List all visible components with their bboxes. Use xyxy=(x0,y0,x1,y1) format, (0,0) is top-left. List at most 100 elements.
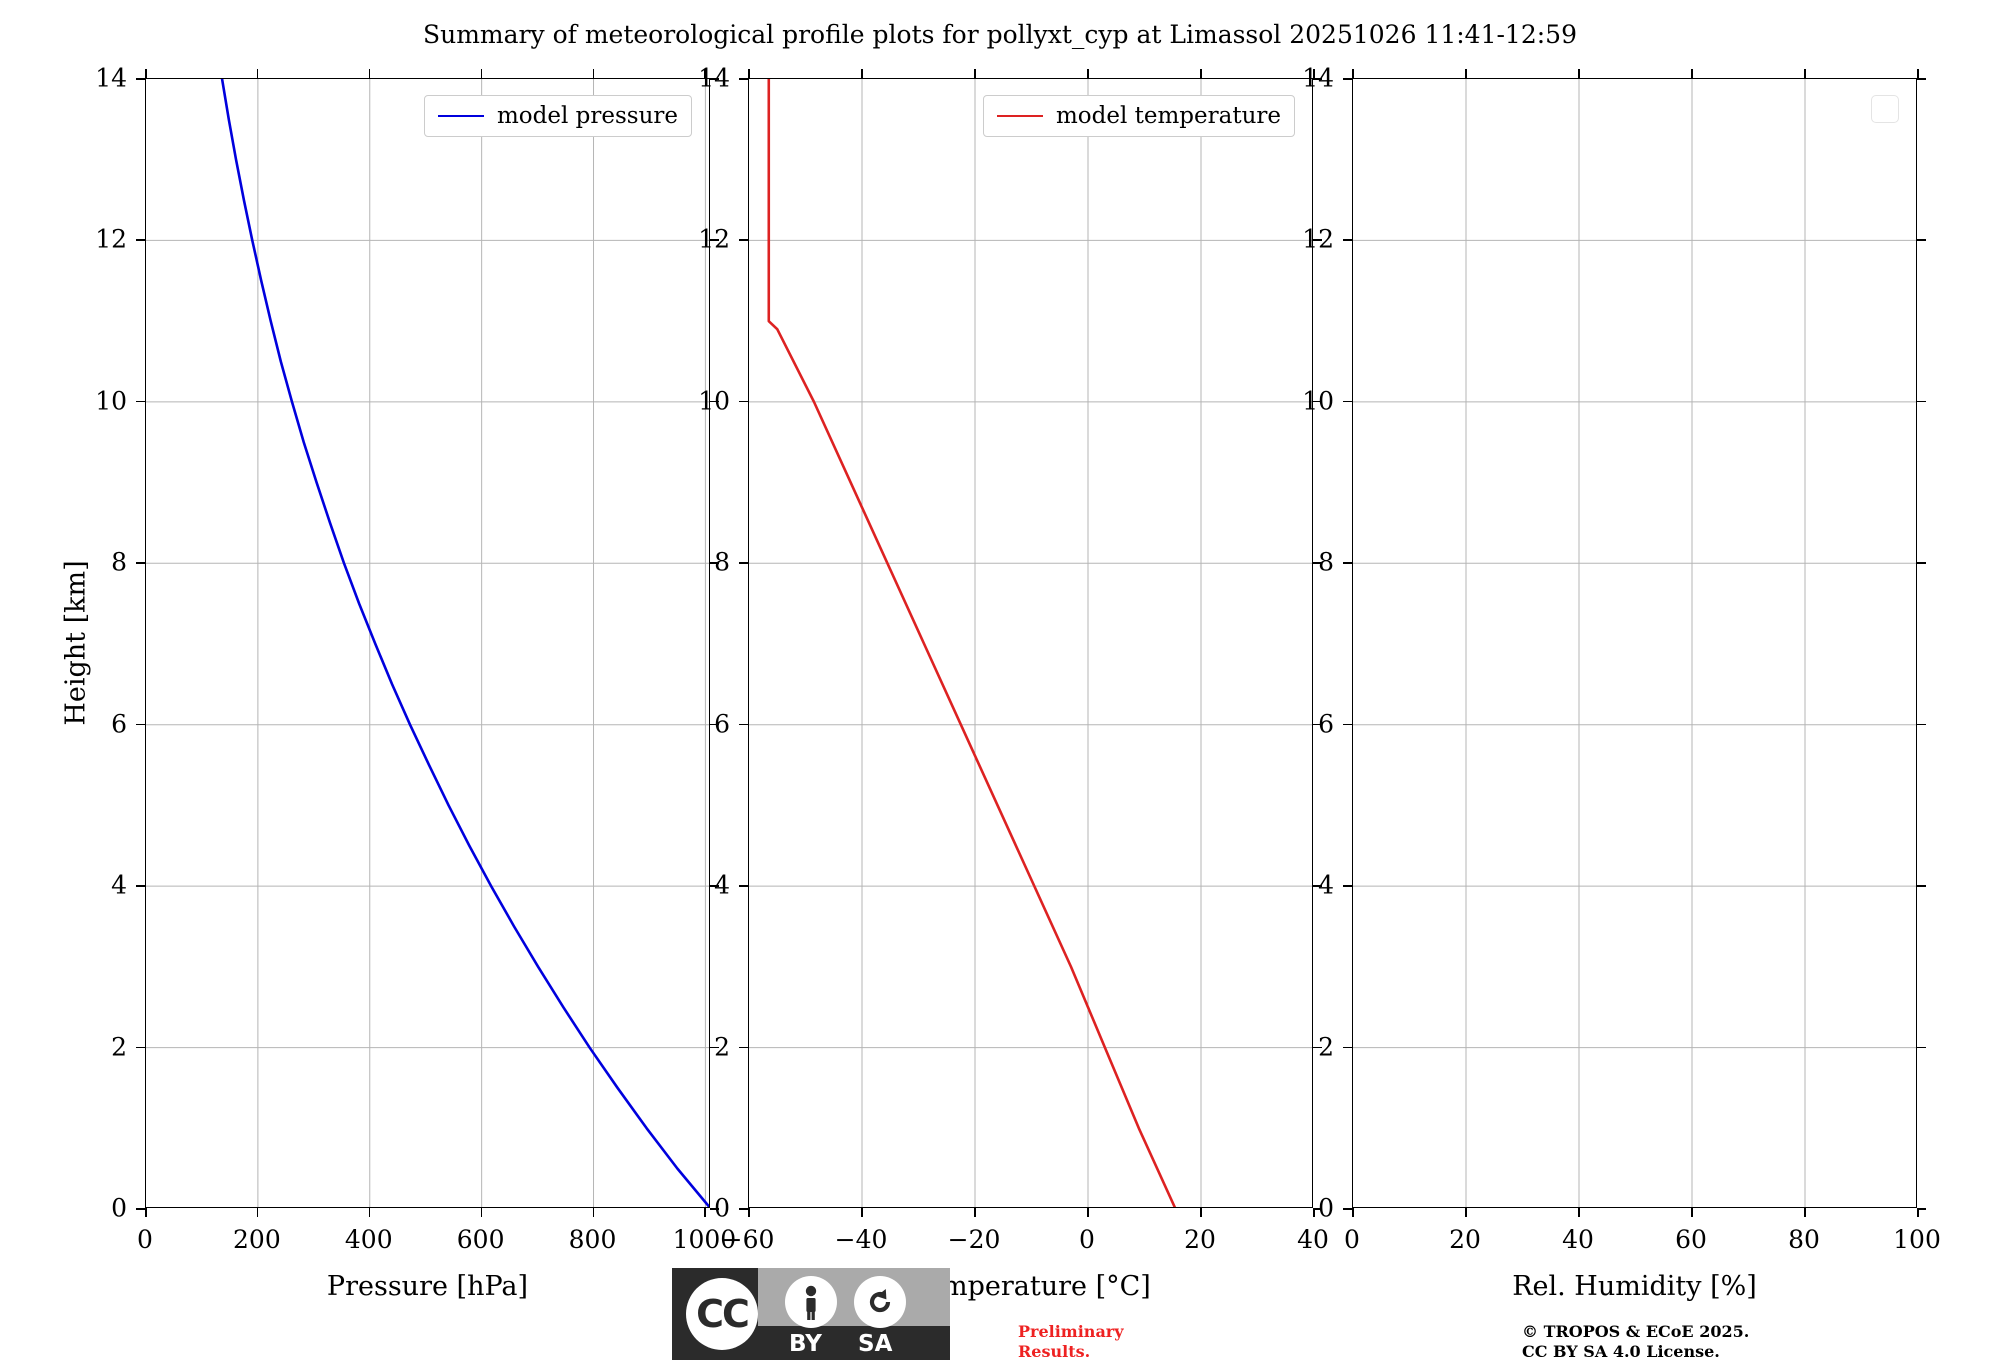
y-ticklabel-humidity-2: 4 xyxy=(1318,870,1334,900)
y-tick-humidity-6 xyxy=(1343,239,1352,242)
y-tick-pressure-6 xyxy=(136,239,145,242)
x-tick-pressure-0 xyxy=(145,1208,147,1217)
x-ticklabel-temperature-2: −20 xyxy=(947,1225,1001,1254)
y-ticklabel-temperature-1: 2 xyxy=(714,1032,730,1062)
legend-swatch-model-temperature xyxy=(996,115,1043,117)
y-tick-right-humidity-7 xyxy=(1917,78,1926,80)
y-ticklabel-temperature-2: 4 xyxy=(714,870,730,900)
y-ticklabel-pressure-4: 8 xyxy=(111,547,127,577)
x-tick-humidity-3 xyxy=(1691,1208,1693,1217)
axis-ticks-humidity: 0 20 40 60 80 100 0 2 4 6 8 10 12 14 xyxy=(1302,64,1941,1255)
chart-panel-pressure: 0 200 400 600 800 1000 0 2 4 6 8 10 12 14 model press… xyxy=(95,64,736,1303)
x-ticklabel-temperature-0: −60 xyxy=(721,1225,775,1254)
y-tick-pressure-2 xyxy=(136,885,145,887)
x-tick-temperature-3 xyxy=(1087,1208,1089,1217)
y-ticklabel-humidity-0: 0 xyxy=(1318,1193,1334,1223)
y-tick-humidity-2 xyxy=(1343,885,1352,887)
y-ticklabel-humidity-7: 14 xyxy=(1302,63,1334,93)
x-tick-top-humidity-1 xyxy=(1465,69,1467,78)
y-tick-right-humidity-1 xyxy=(1917,1046,1926,1049)
x-ticklabel-humidity-0: 0 xyxy=(1344,1225,1360,1254)
y-ticklabel-temperature-7: 14 xyxy=(698,63,730,93)
cc-sa-label: SA xyxy=(858,1331,893,1357)
x-tick-temperature-5 xyxy=(1313,1208,1315,1217)
legend-humidity-empty[interactable] xyxy=(1871,95,1899,123)
data-curve-model-temperature xyxy=(767,79,1177,1207)
y-tick-right-humidity-5 xyxy=(1917,400,1926,403)
y-tick-pressure-5 xyxy=(136,400,145,403)
x-ticklabel-humidity-4: 80 xyxy=(1788,1225,1820,1254)
x-tick-top-pressure-3 xyxy=(480,69,483,78)
y-tick-humidity-5 xyxy=(1343,400,1352,403)
y-tick-right-temperature-3 xyxy=(1313,723,1322,726)
y-ticklabel-humidity-1: 2 xyxy=(1318,1032,1334,1062)
y-ticklabel-temperature-6: 12 xyxy=(698,224,730,254)
y-tick-right-temperature-5 xyxy=(1313,400,1322,403)
x-tick-top-temperature-5 xyxy=(1313,69,1315,78)
x-tick-pressure-5 xyxy=(704,1208,706,1217)
x-tick-temperature-1 xyxy=(861,1208,863,1217)
x-ticklabel-pressure-1: 200 xyxy=(233,1225,281,1254)
y-ticklabel-temperature-3: 6 xyxy=(714,709,730,739)
y-tick-right-temperature-0 xyxy=(1313,1208,1322,1210)
copyright-line-1: © TROPOS & ECoE 2025. xyxy=(1522,1322,1750,1341)
cc-by-label: BY xyxy=(789,1331,822,1357)
x-tick-pressure-1 xyxy=(256,1208,259,1217)
x-tick-humidity-0 xyxy=(1352,1208,1354,1217)
y-ticklabel-temperature-4: 8 xyxy=(714,547,730,577)
y-tick-pressure-3 xyxy=(136,723,145,726)
x-tick-humidity-4 xyxy=(1804,1208,1806,1217)
cc-sa-circle-icon xyxy=(854,1276,906,1328)
plot-area-pressure xyxy=(145,78,710,1208)
y-axis-label: Height [km] xyxy=(60,560,92,726)
y-ticklabel-pressure-5: 10 xyxy=(95,386,127,416)
y-tick-temperature-1 xyxy=(739,1046,748,1049)
y-tick-temperature-0 xyxy=(739,1208,748,1210)
plot-area-temperature xyxy=(748,78,1313,1208)
y-tick-humidity-1 xyxy=(1343,1046,1352,1049)
y-tick-pressure-1 xyxy=(136,1046,145,1049)
x-tick-top-pressure-0 xyxy=(145,69,147,78)
legend-label-model-temperature: model temperature xyxy=(1055,103,1281,129)
y-tick-right-humidity-4 xyxy=(1917,562,1926,564)
y-tick-temperature-7 xyxy=(739,78,748,80)
x-ticklabel-pressure-0: 0 xyxy=(137,1225,153,1254)
y-ticklabel-humidity-3: 6 xyxy=(1318,709,1334,739)
y-tick-right-temperature-1 xyxy=(1313,1046,1322,1049)
legend-temperature[interactable]: model temperature xyxy=(982,95,1295,137)
x-tick-pressure-2 xyxy=(368,1208,371,1217)
data-curve-model-pressure xyxy=(220,79,709,1207)
axis-ticks-temperature: −60 −40 −20 0 20 40 0 2 4 6 8 10 12 14 xyxy=(698,64,1329,1255)
x-tick-temperature-4 xyxy=(1200,1208,1202,1217)
y-ticklabel-pressure-7: 14 xyxy=(95,63,127,93)
x-tick-humidity-2 xyxy=(1578,1208,1580,1217)
x-ticklabel-temperature-3: 0 xyxy=(1079,1225,1095,1254)
x-tick-top-temperature-4 xyxy=(1200,69,1202,78)
x-tick-top-pressure-1 xyxy=(256,69,259,78)
cc-sa-share-alike-icon xyxy=(854,1276,906,1328)
y-tick-right-temperature-2 xyxy=(1313,885,1322,887)
y-ticklabel-humidity-6: 12 xyxy=(1302,224,1334,254)
x-axis-label-temperature: Temperature [°C] xyxy=(910,1271,1151,1302)
x-ticklabel-pressure-2: 400 xyxy=(344,1225,393,1254)
y-tick-right-temperature-4 xyxy=(1313,562,1322,564)
y-tick-pressure-7 xyxy=(136,78,145,80)
y-tick-right-humidity-6 xyxy=(1917,239,1926,242)
x-tick-top-pressure-4 xyxy=(592,69,595,78)
y-tick-right-pressure-3 xyxy=(710,723,719,726)
cc-by-sa-license-badge: CC BY SA xyxy=(672,1268,950,1360)
y-tick-right-temperature-7 xyxy=(1313,78,1322,80)
legend-pressure[interactable]: model pressure xyxy=(423,95,692,137)
y-ticklabel-pressure-1: 2 xyxy=(111,1032,127,1062)
share-alike-arrow-icon xyxy=(869,1289,891,1313)
y-ticklabel-humidity-5: 10 xyxy=(1302,386,1334,416)
x-ticklabel-humidity-3: 60 xyxy=(1675,1225,1707,1254)
y-ticklabel-pressure-6: 12 xyxy=(95,224,127,254)
y-tick-humidity-3 xyxy=(1343,723,1352,726)
y-tick-right-pressure-1 xyxy=(710,1046,719,1049)
x-tick-top-humidity-0 xyxy=(1352,69,1354,78)
page-title: Summary of meteorological profile plots … xyxy=(423,20,1577,49)
chart-panel-temperature: −60 −40 −20 0 20 40 0 2 4 6 8 10 12 14 model temperat… xyxy=(698,64,1329,1303)
y-tick-humidity-0 xyxy=(1343,1208,1352,1210)
y-tick-temperature-5 xyxy=(739,400,748,403)
